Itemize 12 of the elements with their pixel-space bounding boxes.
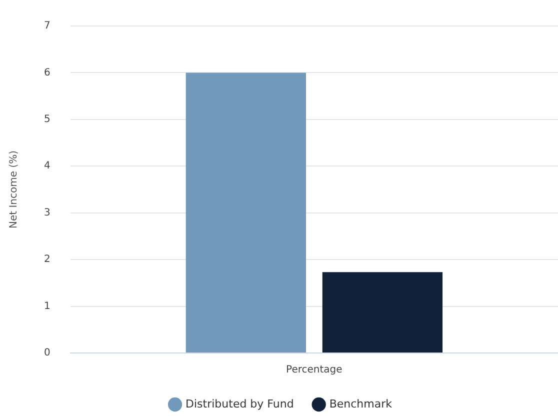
y-axis-title: Net Income (%) bbox=[8, 150, 20, 229]
y-tick-label: 7 bbox=[44, 20, 50, 32]
legend-label: Distributed by Fund bbox=[186, 397, 294, 410]
y-tick-label: 1 bbox=[44, 300, 50, 312]
x-tick-label: Percentage bbox=[286, 364, 342, 376]
y-tick-label: 2 bbox=[44, 254, 50, 266]
y-tick-label: 3 bbox=[44, 207, 50, 218]
y-tick-label: 0 bbox=[44, 348, 50, 359]
y-tick-label: 6 bbox=[44, 67, 50, 78]
y-tick-label: 5 bbox=[44, 114, 50, 126]
legend-label: Benchmark bbox=[329, 397, 393, 410]
y-tick-label: 4 bbox=[44, 160, 50, 172]
